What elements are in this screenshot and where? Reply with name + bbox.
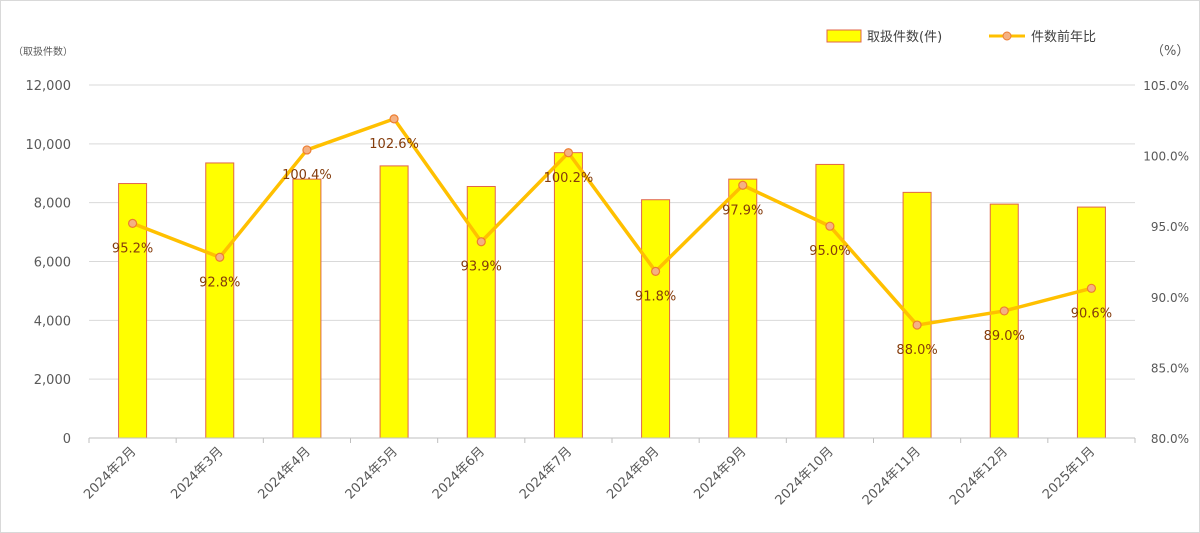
left-axis-tick-label: 8,000 [34, 197, 71, 212]
line-point [650, 266, 661, 276]
line-point [738, 180, 748, 190]
data-label: 95.0% [809, 244, 850, 259]
line-point [302, 145, 312, 155]
line-point [215, 252, 225, 262]
x-axis-category-label: 2024年4月 [256, 444, 314, 502]
bar [641, 199, 671, 439]
left-axis-unit-label: （取扱件数） [13, 45, 73, 58]
x-axis-category-label: 2024年11月 [860, 444, 924, 508]
bar [728, 178, 758, 439]
data-label: 92.8% [199, 275, 240, 290]
right-axis-tick-label: 85.0% [1151, 361, 1189, 375]
data-label: 89.0% [984, 329, 1025, 344]
bar [989, 203, 1019, 439]
bar [205, 162, 235, 439]
bar [379, 165, 409, 439]
bar [553, 152, 583, 439]
data-label: 95.2% [112, 241, 153, 256]
x-axis-category-label: 2024年10月 [773, 444, 837, 508]
yoy-line [131, 117, 1092, 327]
x-axis-category-label: 2025年1月 [1040, 444, 1098, 502]
line-point [912, 320, 922, 330]
legend-line-marker [1002, 31, 1012, 41]
x-axis-category-label: 2024年5月 [343, 444, 401, 502]
bar [815, 163, 845, 439]
line-point [563, 148, 574, 158]
legend-bar-label: 取扱件数(件) [867, 30, 942, 45]
line-point [476, 237, 486, 247]
line-point [1086, 283, 1097, 293]
right-axis-tick-label: 95.0% [1151, 220, 1189, 234]
data-label: 90.6% [1071, 306, 1112, 321]
left-axis-tick-label: 6,000 [34, 256, 71, 271]
right-axis-tick-label: 105.0% [1143, 79, 1189, 93]
bar [292, 178, 322, 439]
data-label: 100.4% [282, 168, 332, 183]
x-axis-category-label: 2024年12月 [947, 444, 1011, 508]
left-axis-tick-label: 2,000 [34, 373, 71, 388]
left-axis-tick-label: 12,000 [26, 79, 72, 94]
line-point [127, 218, 138, 228]
line-point [999, 306, 1009, 316]
bar [466, 185, 496, 439]
x-axis-category-label: 2024年6月 [430, 444, 488, 502]
x-axis-category-label: 2024年7月 [517, 444, 575, 502]
data-label: 88.0% [896, 343, 937, 358]
line-series [127, 114, 1097, 330]
right-axis-tick-label: 80.0% [1151, 432, 1189, 446]
bar [1076, 206, 1106, 439]
legend-bar-swatch [826, 29, 862, 43]
legend-line-label: 件数前年比 [1031, 29, 1096, 45]
line-point [389, 114, 399, 124]
bar-series [118, 152, 1106, 439]
left-axis-tick-label: 4,000 [34, 314, 71, 329]
legend: 取扱件数(件) 件数前年比 [826, 29, 1096, 45]
legend-item-line: 件数前年比 [989, 29, 1096, 45]
x-axis-category-label: 2024年2月 [81, 444, 139, 502]
data-label: 102.6% [369, 137, 419, 152]
data-label: 91.8% [635, 289, 676, 304]
left-axis-tick-label: 0 [63, 432, 71, 447]
x-axis-category-label: 2024年8月 [604, 444, 662, 502]
data-label: 93.9% [461, 260, 502, 275]
data-labels: 95.2% 92.8% 100.4% 102.6% 93.9% 100.2% 91.8% 97… [112, 137, 1112, 358]
gridlines [89, 84, 1135, 380]
left-axis-tick-label: 10,000 [26, 138, 72, 153]
right-axis-tick-label: 100.0% [1143, 150, 1189, 164]
x-axis-category-label: 2024年3月 [168, 444, 226, 502]
data-label: 100.2% [544, 171, 594, 186]
x-axis-category-label: 2024年9月 [691, 444, 749, 502]
right-axis-tick-label: 90.0% [1151, 291, 1189, 305]
legend-item-bar: 取扱件数(件) [826, 29, 942, 45]
data-label: 97.9% [722, 203, 763, 218]
line-point [825, 221, 835, 231]
right-axis-unit-label: （%） [1151, 44, 1189, 59]
